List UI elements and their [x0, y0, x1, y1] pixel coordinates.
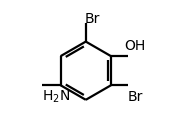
- Text: H$_2$N: H$_2$N: [42, 89, 70, 105]
- Text: Br: Br: [128, 90, 143, 104]
- Text: OH: OH: [124, 39, 145, 53]
- Text: Br: Br: [85, 12, 100, 26]
